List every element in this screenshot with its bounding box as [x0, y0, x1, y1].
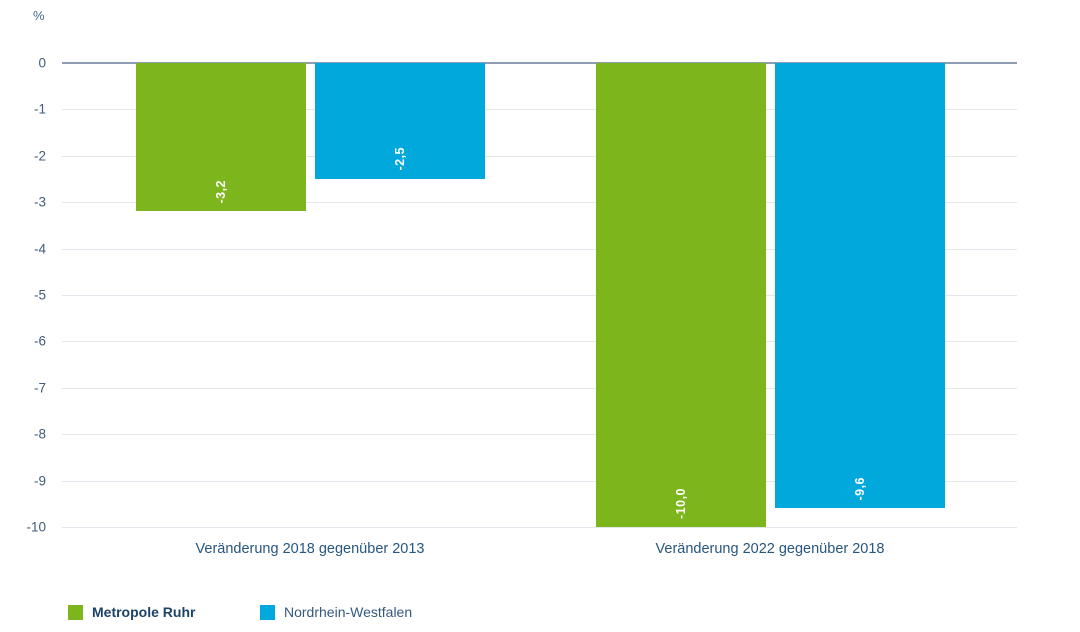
bar-value-label: -9,6	[852, 476, 867, 501]
gridline	[62, 387, 1017, 389]
gridline	[62, 480, 1017, 482]
x-axis-category-label: Veränderung 2018 gegenüber 2013	[195, 541, 425, 557]
y-axis-tick-label: -8	[33, 426, 46, 442]
gridline	[62, 434, 1017, 436]
y-axis-tick-label: -1	[33, 101, 46, 117]
gridline	[62, 109, 1017, 111]
bar-1-nordrhein-westfalen: -9,6	[774, 63, 945, 509]
gridline	[62, 295, 1017, 296]
legend-label: Metropole Ruhr	[92, 604, 196, 620]
bar-0-metropole-ruhr: -3,2	[135, 63, 306, 212]
y-axis-tick-label: -5	[33, 287, 46, 303]
bar-0-nordrhein-westfalen: -2,5	[314, 63, 485, 179]
bar-1-metropole-ruhr: -10,0	[595, 63, 766, 527]
zero-axis-line	[62, 62, 1017, 64]
y-axis-tick-label: -10	[26, 519, 46, 535]
y-axis-tick-label: -9	[33, 473, 46, 489]
y-axis-tick-label: -2	[33, 148, 46, 164]
y-axis-tick-label: -7	[33, 380, 46, 396]
bar-value-label: -3,2	[213, 179, 228, 204]
gridline	[62, 155, 1017, 157]
bar-value-label: -2,5	[392, 147, 407, 171]
y-axis-tick-label: -6	[33, 333, 46, 349]
gridline	[62, 527, 1017, 528]
gridline	[62, 248, 1017, 250]
gridline	[62, 202, 1017, 204]
legend-swatch-icon	[260, 604, 275, 620]
legend-swatch-icon	[68, 604, 83, 620]
y-axis-tick-label: -3	[33, 194, 46, 210]
gridline	[62, 341, 1017, 343]
bar-value-label: -10,0	[673, 488, 688, 519]
y-axis-tick-label: -4	[33, 241, 46, 257]
y-axis-tick-label: 0	[38, 55, 46, 71]
legend-label: Nordrhein-Westfalen	[284, 604, 413, 620]
x-axis-category-label: Veränderung 2022 gegenüber 2018	[655, 541, 885, 557]
y-axis-unit-label: %	[33, 8, 45, 23]
legend-item-nordrhein-westfalen: Nordrhein-Westfalen	[260, 604, 412, 620]
legend-item-metropole-ruhr: Metropole Ruhr	[68, 604, 195, 620]
